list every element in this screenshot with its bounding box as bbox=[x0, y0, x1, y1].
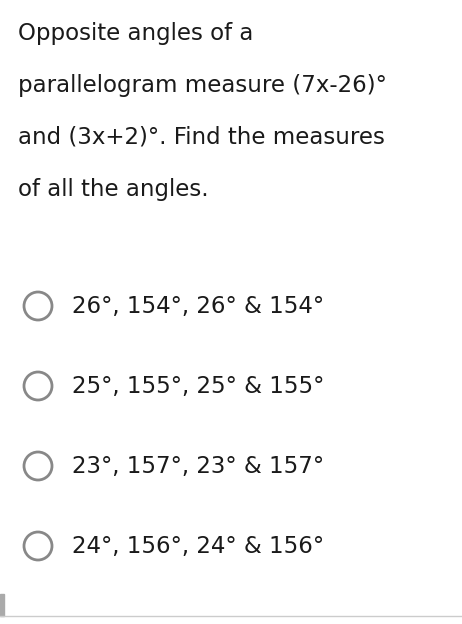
Bar bbox=[0, 594, 4, 616]
Text: 26°, 154°, 26° & 154°: 26°, 154°, 26° & 154° bbox=[72, 295, 324, 318]
Text: of all the angles.: of all the angles. bbox=[18, 178, 208, 201]
Text: 24°, 156°, 24° & 156°: 24°, 156°, 24° & 156° bbox=[72, 535, 324, 557]
Text: 23°, 157°, 23° & 157°: 23°, 157°, 23° & 157° bbox=[72, 454, 324, 477]
Text: Opposite angles of a: Opposite angles of a bbox=[18, 22, 253, 45]
Text: parallelogram measure (7x-26)°: parallelogram measure (7x-26)° bbox=[18, 74, 386, 97]
Text: and (3x+2)°. Find the measures: and (3x+2)°. Find the measures bbox=[18, 126, 384, 149]
Text: 25°, 155°, 25° & 155°: 25°, 155°, 25° & 155° bbox=[72, 374, 324, 397]
